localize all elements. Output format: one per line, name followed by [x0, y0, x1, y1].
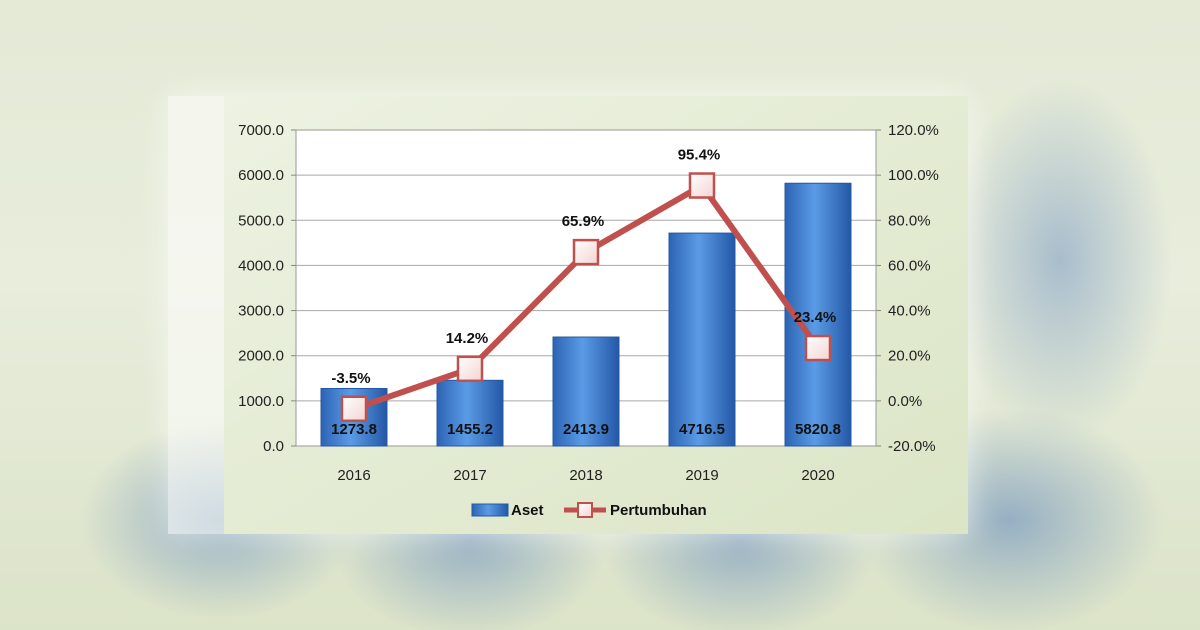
legend-item-aset: Aset: [471, 502, 544, 519]
x-axis: 2016 2017 2018 2019 2020: [337, 467, 834, 484]
right-axis-tick-label: -20.0%: [888, 438, 936, 455]
line-value-label: 95.4%: [678, 147, 721, 164]
legend-swatch-aset: [471, 503, 509, 517]
line-point: [804, 334, 832, 362]
line-data-labels: -3.5% 14.2% 65.9% 95.4% 23.4%: [331, 147, 836, 387]
legend-item-pertumbuhan: Pertumbuhan: [564, 502, 707, 519]
left-y-axis: 0.0 1000.0 2000.0 3000.0 4000.0 5000.0 6000.0 7…: [238, 122, 296, 455]
left-axis-tick-label: 4000.0: [238, 257, 284, 274]
x-axis-tick-label: 2016: [337, 467, 370, 484]
bar: [552, 336, 620, 447]
left-axis-tick-label: 0.0: [263, 438, 284, 455]
left-axis-tick-label: 3000.0: [238, 303, 284, 320]
bar-value-label: 1273.8: [331, 421, 377, 438]
bar-value-label: 4716.5: [679, 421, 725, 438]
line-value-label: 23.4%: [794, 309, 837, 326]
x-axis-tick-label: 2017: [453, 467, 486, 484]
bar: [784, 182, 852, 447]
left-axis-tick-label: 2000.0: [238, 348, 284, 365]
combo-chart: 1273.8 1455.2 2413.9 4716.5 5820.8 -3.5% 14.2…: [168, 96, 968, 534]
right-y-axis: -20.0% 0.0% 20.0% 40.0% 60.0% 80.0% 100.0% 120.…: [876, 122, 939, 455]
right-axis-tick-label: 100.0%: [888, 167, 939, 184]
x-axis-tick-label: 2018: [569, 467, 602, 484]
left-axis-tick-label: 1000.0: [238, 393, 284, 410]
legend: Aset Pertumbuhan: [471, 502, 707, 519]
line-point: [688, 172, 716, 199]
legend-label-aset: Aset: [511, 502, 544, 519]
x-axis-tick-label: 2019: [685, 467, 718, 484]
chart-left-margin: [168, 96, 224, 534]
line-point: [572, 238, 600, 266]
chart-card: 1273.8 1455.2 2413.9 4716.5 5820.8 -3.5% 14.2…: [168, 96, 968, 534]
line-value-label: 14.2%: [446, 330, 489, 347]
bar: [668, 232, 736, 447]
right-axis-tick-label: 60.0%: [888, 257, 931, 274]
left-axis-tick-label: 7000.0: [238, 122, 284, 139]
legend-label-pertumbuhan: Pertumbuhan: [610, 502, 707, 519]
bar-data-labels: 1273.8 1455.2 2413.9 4716.5 5820.8: [331, 421, 841, 438]
line-point: [340, 395, 368, 423]
x-axis-tick-label: 2020: [801, 467, 834, 484]
bar-value-label: 5820.8: [795, 421, 841, 438]
right-axis-tick-label: 120.0%: [888, 122, 939, 139]
line-value-label: -3.5%: [331, 370, 370, 387]
right-axis-tick-label: 40.0%: [888, 303, 931, 320]
line-point: [456, 355, 484, 383]
bar-value-label: 1455.2: [447, 421, 493, 438]
line-series: [340, 172, 832, 423]
left-axis-tick-label: 5000.0: [238, 212, 284, 229]
left-axis-tick-label: 6000.0: [238, 167, 284, 184]
right-axis-tick-label: 80.0%: [888, 212, 931, 229]
legend-marker-pertumbuhan: [577, 502, 593, 518]
right-axis-tick-label: 0.0%: [888, 393, 922, 410]
bar-value-label: 2413.9: [563, 421, 609, 438]
right-axis-tick-label: 20.0%: [888, 348, 931, 365]
line-value-label: 65.9%: [562, 213, 605, 230]
